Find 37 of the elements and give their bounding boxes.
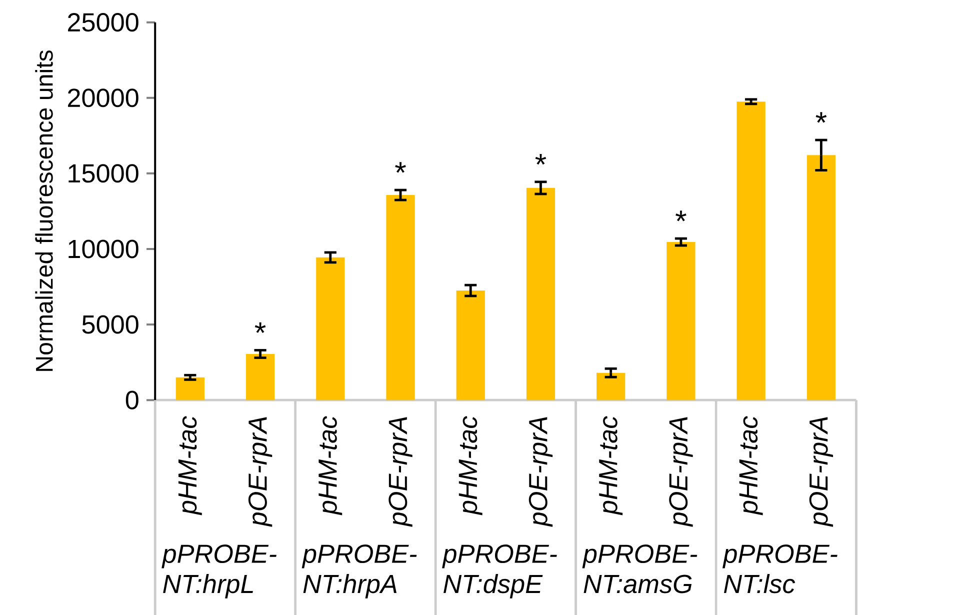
y-tick-label: 15000 [68,164,138,183]
x-tick-label: pHM-tac [599,416,623,516]
data-label: * [254,322,266,333]
bar [456,290,485,400]
y-tick-label: 20000 [68,88,138,107]
text: pPROBE-NT:lsc [722,544,838,594]
y-tick-label: 5000 [82,315,138,334]
x-tick-label: pOE-rprA [388,417,412,527]
y-tick-label: 0 [126,390,138,410]
bar [666,242,696,400]
y-axis-title: Normalized fluorescence units [35,50,53,371]
bar [176,377,204,400]
y-tick-label: 25000 [68,12,138,32]
y-tick-label: 10000 [68,240,138,258]
x-tick-label: pHM-tac [318,416,342,516]
bar [386,194,415,400]
x-tick-label: pHM-tac [178,416,202,516]
bar [526,188,556,400]
data-label: * [395,162,406,173]
x-tick-label: pHM-tac [458,416,482,516]
bar [316,257,345,400]
data-label: * [816,112,827,123]
text: pPROBE-NT:amsG [582,544,698,594]
x-tick-label: pOE-rprA [528,417,553,527]
x-tick-label: pOE-rprA [248,417,272,527]
text: pPROBE-NT:hrpL [162,544,276,598]
text: pPROBE-NT:hrpA [302,544,417,598]
data-label: * [676,210,686,222]
text: pPROBE-NT:dspE [442,544,557,598]
bar [246,354,275,400]
bar [736,102,766,400]
x-tick-label: pHM-tac [739,416,763,516]
data-label: * [535,154,546,164]
bar [596,372,626,400]
bar [806,155,836,400]
x-tick-label: pOE-rprA [809,417,834,527]
x-tick-label: pOE-rprA [669,417,693,527]
